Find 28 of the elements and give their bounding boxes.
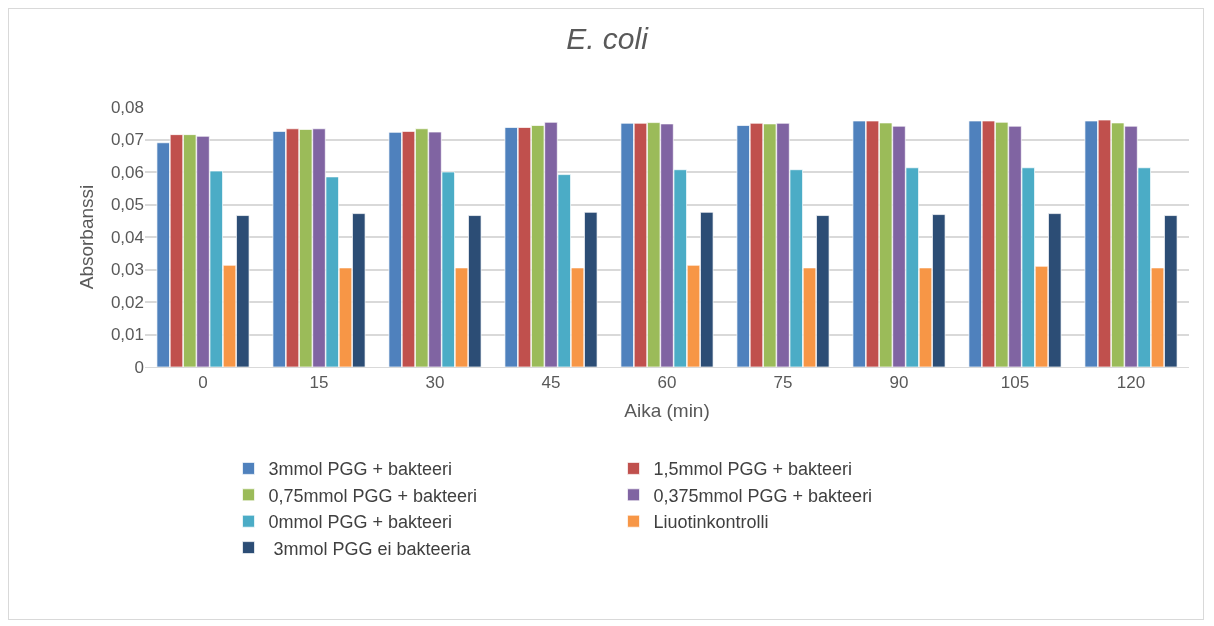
y-tick-label: 0 bbox=[134, 357, 144, 377]
y-tick-label: 0,07 bbox=[110, 130, 144, 150]
x-tick-label: 45 bbox=[541, 373, 561, 393]
x-tick-label: 75 bbox=[773, 373, 793, 393]
legend-label: 0mmol PGG + bakteeri bbox=[268, 512, 453, 533]
x-tick-label: 120 bbox=[1116, 373, 1146, 393]
y-tick-label: 0,05 bbox=[110, 195, 144, 215]
y-tick-label: 0,08 bbox=[110, 97, 144, 117]
legend-label: Liuotinkontrolli bbox=[653, 512, 769, 533]
x-axis-title: Aika (min) bbox=[624, 400, 710, 422]
y-tick-label: 0,06 bbox=[110, 162, 144, 182]
legend-label: 3mmol PGG ei bakteeria bbox=[268, 538, 472, 559]
x-tick-label: 90 bbox=[889, 373, 909, 393]
y-axis-title: Absorbanssi bbox=[75, 184, 97, 290]
y-tick-label: 0,01 bbox=[110, 325, 144, 345]
y-tick-label: 0,04 bbox=[110, 227, 144, 247]
legend-label: 0,75mmol PGG + bakteeri bbox=[268, 485, 478, 506]
legend-label: 1,5mmol PGG + bakteeri bbox=[653, 459, 853, 480]
x-tick-label: 105 bbox=[1000, 373, 1030, 393]
x-tick-label: 60 bbox=[657, 373, 677, 393]
legend-label: 3mmol PGG + bakteeri bbox=[268, 459, 453, 480]
x-tick-label: 30 bbox=[425, 373, 445, 393]
x-tick-label: 15 bbox=[309, 373, 329, 393]
y-tick-label: 0,02 bbox=[110, 292, 144, 312]
y-tick-label: 0,03 bbox=[110, 260, 144, 280]
chart-title: E. coli bbox=[566, 22, 650, 56]
legend-label: 0,375mmol PGG + bakteeri bbox=[653, 485, 873, 506]
x-tick-label: 0 bbox=[198, 373, 208, 393]
